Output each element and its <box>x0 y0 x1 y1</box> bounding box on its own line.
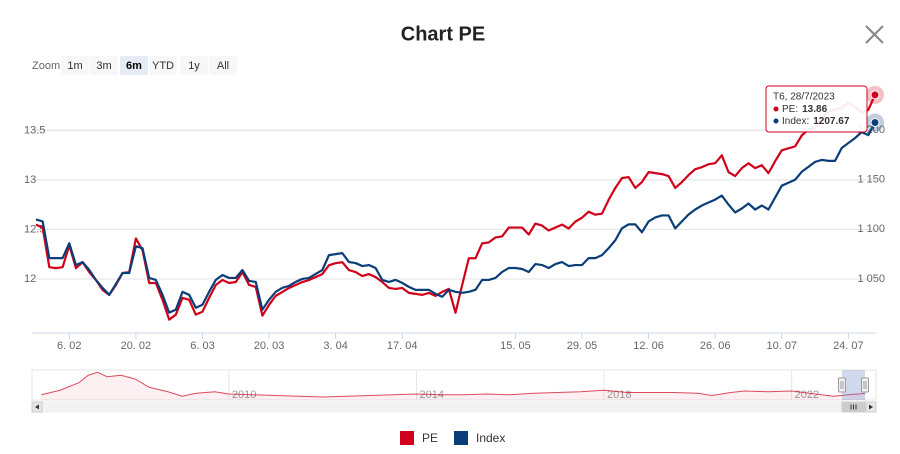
tooltip-label: Index: <box>782 116 809 127</box>
legend-item[interactable]: PE <box>400 431 438 445</box>
tooltip-label: PE: <box>782 104 798 115</box>
zoom-button-label[interactable]: 1m <box>67 60 82 72</box>
x-tick-label: 6. 03 <box>190 340 214 352</box>
navigator-window[interactable] <box>842 370 865 400</box>
tooltip-row: PE: 13.86 <box>782 104 828 115</box>
plot-area <box>35 85 884 321</box>
hover-point <box>870 118 880 128</box>
zoom-button-bg[interactable] <box>149 56 177 75</box>
series-line <box>35 94 877 321</box>
navigator-line <box>41 371 866 398</box>
legend-item[interactable]: Index <box>454 431 505 445</box>
zoom-button-label[interactable]: YTD <box>152 60 174 72</box>
zoom-button-bg[interactable] <box>90 56 118 75</box>
zoom-button-bg[interactable] <box>61 56 89 75</box>
x-tick-label: 24. 07 <box>833 340 864 352</box>
zoom-button-label[interactable]: All <box>217 60 229 72</box>
x-tick-label: 10. 07 <box>766 340 797 352</box>
tooltip-value: 13.86 <box>802 104 827 115</box>
tooltip-box <box>765 85 868 133</box>
navigator-area <box>41 372 866 400</box>
x-tick-label: 3. 04 <box>323 340 347 352</box>
x-tick-label: 12. 06 <box>633 340 664 352</box>
zoom-button-label[interactable]: 3m <box>96 60 111 72</box>
zoom-button[interactable]: 6m <box>120 56 148 75</box>
tooltip-value: 1207.67 <box>813 116 850 127</box>
grid <box>32 129 876 280</box>
x-tick-label: 26. 06 <box>700 340 731 352</box>
zoom-label: Zoom <box>32 60 60 72</box>
y2-tick-label: 1 100 <box>857 223 885 235</box>
zoom-button-bg[interactable] <box>209 56 237 75</box>
tooltip-header: T6, 28/7/2023 <box>773 92 835 103</box>
zoom-button-bg[interactable] <box>120 56 148 75</box>
zoom-button-label[interactable]: 6m <box>126 60 142 72</box>
close-button[interactable] <box>860 20 888 48</box>
legend-label[interactable]: Index <box>476 431 505 445</box>
y2-tick-label: 1 050 <box>857 273 885 285</box>
tooltip-bullet <box>773 106 779 112</box>
navigator-handle[interactable] <box>838 377 846 393</box>
chart-title: Chart PE <box>401 23 485 45</box>
zoom-button[interactable]: 1m <box>61 56 89 75</box>
navigator: 2010 2014 2018 2022 <box>31 369 877 413</box>
x-tick-label: 29. 05 <box>567 340 598 352</box>
navigator-handle[interactable] <box>861 377 869 393</box>
zoom-button-bg[interactable] <box>180 56 208 75</box>
x-tick-label: 6. 02 <box>57 340 81 352</box>
x-tick-label: 17. 04 <box>387 340 418 352</box>
x-tick-label: 20. 03 <box>254 340 285 352</box>
zoom-button-label[interactable]: 1y <box>188 60 200 72</box>
zoom-button[interactable]: All <box>209 56 237 75</box>
legend-swatch[interactable] <box>400 431 414 445</box>
legend: PE Index <box>400 431 505 445</box>
legend-label[interactable]: PE <box>422 431 438 445</box>
zoom-button[interactable]: 3m <box>90 56 118 75</box>
scrollbar-track <box>31 401 877 413</box>
y2-tick-label: 1 150 <box>857 174 885 186</box>
tooltip-row: Index: 1207.67 <box>782 116 850 127</box>
zoom-button[interactable]: 1y <box>180 56 208 75</box>
y-tick-label: 13 <box>24 174 36 186</box>
scrollbar-right-arrow[interactable] <box>869 404 873 410</box>
zoom-button[interactable]: YTD <box>149 56 177 75</box>
tooltip-bullet <box>773 118 779 124</box>
zoom-buttons: 1m 3m 6m YTD 1y All <box>61 56 237 75</box>
x-tick-label: 15. 05 <box>500 340 531 352</box>
y-tick-label: 13.5 <box>24 124 45 136</box>
y-tick-label: 12 <box>24 273 36 285</box>
scrollbar-left-arrow[interactable] <box>35 404 39 410</box>
hover-point <box>870 90 880 100</box>
close-stroke[interactable] <box>865 25 884 44</box>
series-line <box>35 122 876 314</box>
legend-swatch[interactable] <box>454 431 468 445</box>
x-tick-label: 20. 02 <box>121 340 152 352</box>
